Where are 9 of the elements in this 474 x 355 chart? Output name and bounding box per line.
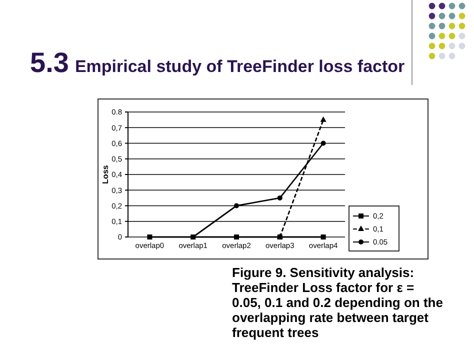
point	[320, 140, 326, 146]
point	[234, 234, 239, 240]
point	[147, 234, 152, 240]
caption: Figure 9. Sensitivity analysis: TreeFinder Loss factor for ε = 0.05, 0.1 and 0.2 depending on the overlapping rate between target frequent trees	[232, 265, 443, 340]
point	[320, 234, 326, 240]
point	[277, 195, 282, 200]
chart-title: 5.3 Empirical study of TreeFinder loss factor	[30, 47, 406, 78]
point	[234, 203, 239, 208]
y-axis-title: Loss	[101, 164, 110, 184]
